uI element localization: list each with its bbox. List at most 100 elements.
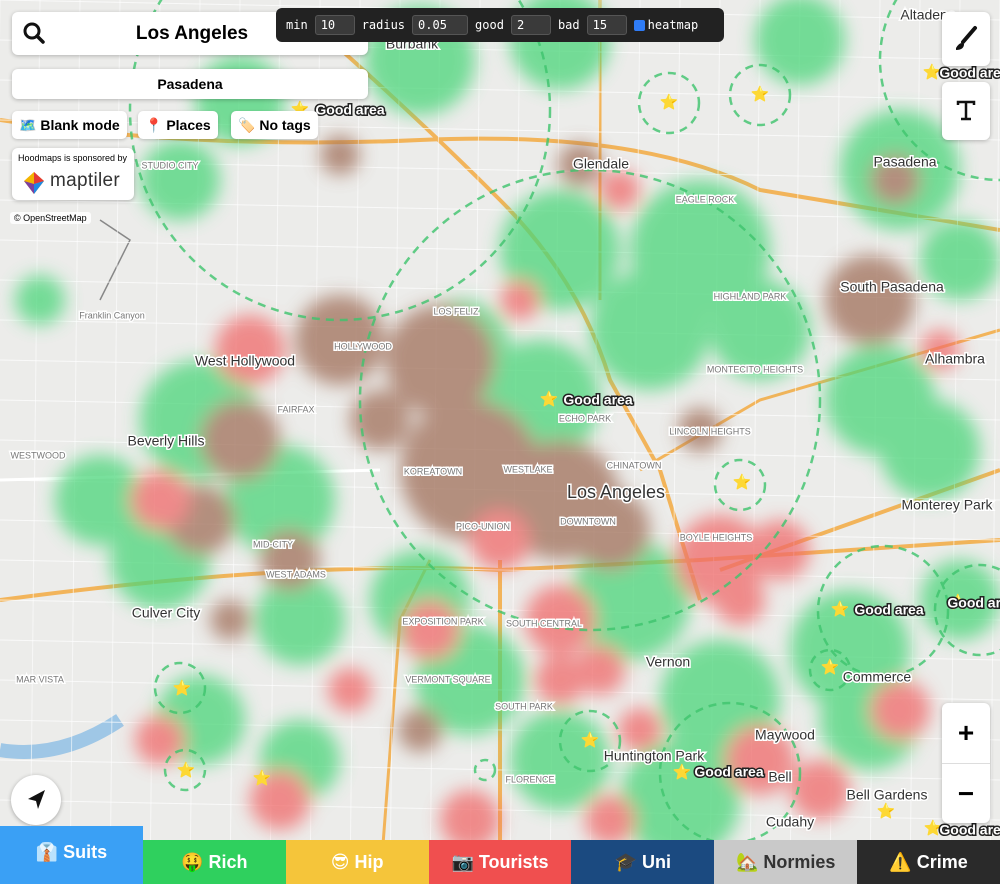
heat-blob <box>210 600 250 640</box>
heat-blob <box>558 143 602 187</box>
place-label: WEST ADAMS <box>266 569 326 579</box>
good-area-ring <box>808 648 852 692</box>
heat-blob <box>140 140 220 220</box>
sponsor-text: Hoodmaps is sponsored by <box>18 153 128 163</box>
good-area-ring <box>128 0 552 322</box>
heat-blob <box>870 680 930 740</box>
place-label: Franklin Canyon <box>79 310 145 320</box>
star-icon: ⭐ <box>673 763 692 781</box>
good-area-ring <box>163 748 207 792</box>
heat-blob <box>385 305 495 415</box>
tab-label: Normies <box>763 852 836 872</box>
place-label: Pasadena <box>873 154 936 170</box>
star-icon: ⭐ <box>660 93 679 111</box>
place-label: WESTWOOD <box>11 450 66 460</box>
heat-blob <box>350 390 410 450</box>
place-label: EAGLE ROCK <box>676 194 735 204</box>
zoom-in[interactable]: + <box>942 703 990 764</box>
good-area-ring <box>153 661 207 715</box>
heat-blob <box>525 585 595 655</box>
tab-label: Crime <box>916 852 968 872</box>
street <box>989 0 1000 884</box>
star-icon: ⭐ <box>923 63 942 81</box>
place-label: Monterey Park <box>901 497 993 513</box>
place-label: Huntington Park <box>604 748 705 764</box>
good-area-tag: Good area <box>947 595 1000 611</box>
category-tab[interactable]: 👔 Suits <box>0 826 143 884</box>
star-icon: ⭐ <box>877 802 896 820</box>
place-label: Los Angeles <box>567 482 665 502</box>
heat-blob <box>255 575 345 665</box>
good-area-tag: Good area <box>563 392 632 408</box>
heat-blob <box>500 280 540 320</box>
place-label: MONTECITO HEIGHTS <box>707 364 803 374</box>
good-area-rings <box>128 0 1000 845</box>
good-area-ring <box>713 458 767 512</box>
heat-blob <box>250 770 310 830</box>
heat-blob <box>15 275 65 325</box>
control-label: bad <box>557 18 580 32</box>
heat-blob <box>585 795 635 845</box>
category-tab[interactable]: ⚠️ Crime <box>857 840 1000 884</box>
tab-label: Hip <box>354 852 384 872</box>
good-area-ring <box>637 71 701 135</box>
draw-button[interactable] <box>942 12 990 66</box>
street <box>669 0 681 884</box>
heat-blob <box>710 280 810 380</box>
place-label: Commerce <box>843 669 912 685</box>
place-label: Alhambra <box>925 351 985 367</box>
blank-mode-button[interactable]: 🗺️ Blank mode <box>12 111 127 139</box>
control-label: good <box>475 18 504 32</box>
locate-button[interactable] <box>11 775 61 825</box>
radius-input[interactable]: 0.05 <box>412 15 469 35</box>
heat-blob <box>870 155 920 205</box>
place-label: FLORENCE <box>505 774 554 784</box>
category-tab[interactable]: 📷 Tourists <box>428 840 572 884</box>
place-label: Cudahy <box>766 814 814 830</box>
min-input[interactable]: 10 <box>314 15 355 35</box>
place-label: EXPOSITION PARK <box>402 616 483 626</box>
good-area-tag: Good area <box>939 65 1000 81</box>
category-tab[interactable]: 😎 Hip <box>285 840 429 884</box>
place-label: CHINATOWN <box>607 460 662 470</box>
search-query: Los Angeles <box>135 22 249 44</box>
heat-blob <box>535 655 585 705</box>
good-area-tag: Good area <box>854 602 923 618</box>
heatmap-checkbox[interactable] <box>633 19 645 31</box>
category-tab[interactable]: 🏡 Normies <box>714 840 858 884</box>
star-icon: ⭐ <box>733 473 752 491</box>
star-icon: ⭐ <box>253 769 272 787</box>
tags-button[interactable]: 🏷️ No tags <box>231 111 318 139</box>
good-input[interactable]: 2 <box>510 15 551 35</box>
locate-icon <box>28 790 45 809</box>
good-area-ring <box>816 544 950 678</box>
text-button[interactable] <box>942 82 990 140</box>
category-tab[interactable]: 🤑 Rich <box>142 840 286 884</box>
place-label: Bell Gardens <box>847 787 928 803</box>
heat-blob <box>725 725 795 795</box>
place-label: ECHO PARK <box>559 413 611 423</box>
heat-blob <box>825 255 915 345</box>
road <box>639 328 1000 472</box>
place-label: KOREATOWN <box>404 466 462 476</box>
star-icon: ⭐ <box>540 390 559 408</box>
sponsor[interactable]: Hoodmaps is sponsored by maptiler <box>12 148 134 200</box>
attribution[interactable]: © OpenStreetMap <box>10 212 91 224</box>
place-label: Glendale <box>573 156 629 172</box>
search-suggestion[interactable]: Pasadena <box>12 69 368 99</box>
control-label: min <box>286 18 308 32</box>
place-label: West Hollywood <box>195 353 295 369</box>
good-area-tag: Good area <box>315 102 384 118</box>
star-icon: ⭐ <box>831 600 850 618</box>
heat-blob <box>400 600 460 660</box>
bad-input[interactable]: 15 <box>586 15 627 35</box>
good-area-ring <box>558 709 622 773</box>
zoom-out[interactable]: − <box>957 778 975 809</box>
category-tab[interactable]: 🎓 Uni <box>571 840 715 884</box>
places-button[interactable]: 📍 Places <box>138 111 218 139</box>
place-label: HIGHLAND PARK <box>714 291 787 301</box>
search-icon <box>23 22 45 44</box>
